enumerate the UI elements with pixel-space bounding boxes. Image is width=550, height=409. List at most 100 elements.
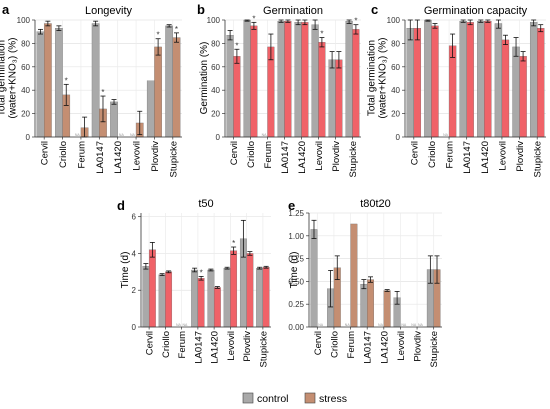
bar-control	[477, 21, 485, 138]
y-tick-label: 0.50	[288, 277, 304, 286]
x-tick-label: Levovil	[396, 331, 407, 361]
y-axis-label: Time (d)	[120, 252, 131, 289]
x-tick-label: Ferum	[346, 331, 357, 359]
panel-b: b Germination Germination (%) 0 20 40 60 80 100 N…	[197, 2, 361, 177]
x-tick-label: LA0147	[462, 141, 473, 174]
bar-stress	[233, 56, 241, 138]
na-label: NA	[378, 323, 384, 327]
y-tick-label: 0	[216, 133, 221, 142]
x-tick-label: Stupicke	[168, 141, 179, 177]
legend-label-stress: stress	[319, 393, 347, 405]
x-tick-label: Levovil	[226, 331, 237, 361]
bar-stress	[367, 279, 374, 328]
na-label: NA	[176, 323, 182, 327]
bar-control	[512, 46, 520, 138]
na-label: NA	[182, 323, 188, 327]
bar-control	[529, 22, 538, 138]
x-tick-label: Stupicke	[258, 331, 269, 367]
x-tick-label: Stupicke	[348, 141, 359, 177]
bar-control	[310, 229, 318, 328]
x-tick-label: LA1420	[480, 141, 491, 174]
y-axis-label: Germination (%)	[199, 42, 210, 115]
bar-stress	[352, 29, 360, 138]
y-tick-label: 1.25	[288, 209, 304, 218]
x-tick-label: Cervil	[313, 331, 324, 355]
na-label: NA	[418, 323, 424, 327]
x-tick-label: Ferum	[263, 141, 274, 169]
y-tick-label: 40	[211, 86, 220, 95]
y-tick-label: 60	[211, 63, 220, 72]
y-tick-label: 0	[26, 133, 31, 142]
bar-stress	[246, 253, 254, 328]
bar-control	[226, 35, 234, 138]
y-axis-label: Time (d)	[289, 252, 300, 289]
legend-label-control: control	[257, 393, 289, 405]
significance-star: *	[232, 239, 235, 248]
bar-stress	[448, 45, 457, 138]
y-tick-label: 20	[211, 110, 220, 119]
chart-title: t80t20	[360, 198, 391, 210]
y-tick-label: 40	[391, 86, 400, 95]
panel-e: e t80t20 Time (d) 0.00 0.25 0.50 0.75 1.00 1.25 N…	[288, 198, 442, 367]
significance-star: *	[65, 76, 68, 85]
x-tick-label: Cervil	[40, 141, 51, 165]
bar-control	[223, 268, 231, 328]
x-tick-label: Plovdiv	[242, 331, 253, 362]
na-label: NA	[443, 133, 449, 137]
significance-star: *	[354, 17, 357, 26]
bar-stress	[501, 39, 510, 138]
bar-stress	[230, 250, 238, 328]
x-tick-label: Cervil	[409, 141, 420, 165]
y-tick-label: 0	[132, 323, 137, 332]
na-label: NA	[75, 133, 81, 137]
bar-stress	[519, 56, 527, 138]
panel-a: a Longevity Total germination (water+KNO₃) …	[0, 2, 182, 177]
significance-star: *	[235, 41, 238, 50]
x-tick-label: Criollo	[329, 331, 340, 358]
panel-letter: e	[288, 198, 295, 213]
bar-stress	[44, 23, 52, 138]
chart-title: Germination	[263, 5, 323, 17]
bar-stress	[413, 28, 422, 138]
x-tick-label: Criollo	[161, 331, 172, 358]
x-tick-label: Plovdiv	[331, 141, 342, 172]
x-tick-label: LA0147	[280, 141, 291, 174]
y-tick-label: 40	[21, 86, 30, 95]
y-tick-label: 1.00	[288, 232, 304, 241]
bar-control	[360, 283, 368, 328]
bar-stress	[262, 267, 270, 328]
na-label: NA	[262, 133, 268, 137]
x-tick-label: Cervil	[145, 331, 156, 355]
bar-control	[207, 269, 215, 328]
x-tick-label: Plovdiv	[413, 331, 424, 362]
x-tick-label: LA1420	[210, 331, 221, 364]
x-tick-label: Criollo	[58, 141, 69, 168]
bar-stress	[267, 46, 275, 138]
y-tick-label: 6	[132, 213, 137, 222]
chart-title: Longevity	[85, 5, 133, 17]
bar-control	[277, 21, 285, 138]
panel-letter: a	[2, 2, 10, 17]
bar-stress	[318, 42, 326, 138]
significance-star: *	[101, 88, 104, 97]
bar-control	[328, 59, 336, 138]
legend-swatch-stress	[304, 392, 316, 404]
na-label: NA	[401, 323, 407, 327]
panel-c: c Germination capacity Total germination (w…	[367, 2, 546, 177]
y-tick-label: 100	[387, 16, 401, 25]
bar-control	[110, 101, 118, 138]
bar-control	[424, 19, 432, 138]
significance-star: *	[252, 14, 255, 23]
y-tick-label: 0.25	[288, 300, 304, 309]
x-tick-label: Ferum	[445, 141, 456, 169]
y-tick-label: 0.75	[288, 255, 304, 264]
na-label: NA	[411, 323, 417, 327]
y-tick-label: 80	[211, 39, 220, 48]
bar-control	[142, 266, 150, 328]
y-tick-label: 20	[21, 110, 30, 119]
bar-control	[256, 268, 264, 328]
y-axis-label: (water+KNO₃) (%)	[8, 37, 19, 118]
bar-stress	[466, 22, 474, 138]
x-tick-label: Plovdiv	[515, 141, 526, 172]
